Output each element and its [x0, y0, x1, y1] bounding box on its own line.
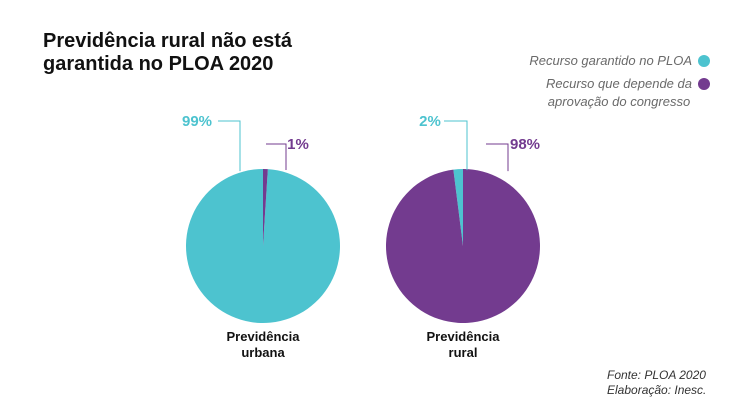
- source-note: Fonte: PLOA 2020 Elaboração: Inesc.: [607, 368, 706, 398]
- pie-2-leader-line-pending: [486, 143, 509, 172]
- pie-1-slice-pending: [263, 169, 268, 246]
- pie-1-slice-guaranteed: [185, 169, 340, 324]
- pie-2-category-label: Previdência rural: [427, 329, 501, 360]
- pie-2-slice-pending: [385, 169, 540, 323]
- chart-title-line-2: garantida no PLOA 2020: [43, 53, 274, 75]
- chart-title-line-1: Previdência rural não está: [43, 30, 293, 52]
- pie-2-data-label-guaranteed: 2%: [419, 113, 441, 130]
- legend-label-pending-line-1: Recurso que depende da: [545, 76, 692, 91]
- legend-label-guaranteed: Recurso garantido no PLOA: [529, 53, 692, 68]
- pie-1-data-label-guaranteed: 99%: [182, 113, 212, 130]
- legend: Recurso garantido no PLOA Recurso que de…: [529, 52, 710, 116]
- pie-1-leader-line-pending: [266, 143, 287, 171]
- pie-chart-2: 2% 98% Previdência rural: [385, 113, 540, 360]
- legend-item-guaranteed: Recurso garantido no PLOA: [529, 52, 710, 70]
- pie-1-category-label: Previdência urbana: [227, 329, 301, 360]
- pie-1-data-label-pending: 1%: [287, 136, 309, 153]
- elaboration-line: Elaboração: Inesc.: [607, 383, 707, 397]
- legend-swatch-pending: [698, 78, 710, 90]
- pie-2-leader-line-guaranteed: [444, 120, 468, 171]
- pie-2-slice-guaranteed: [453, 169, 463, 246]
- pie-1-leader-line-guaranteed: [218, 120, 241, 172]
- pie-2-data-label-pending: 98%: [510, 136, 540, 153]
- legend-item-pending: Recurso que depende da aprovação do cong…: [529, 75, 710, 111]
- legend-label-pending-line-2: aprovação do congresso: [547, 94, 691, 109]
- chart-title: Previdência rural não está garantida no …: [43, 30, 292, 76]
- source-line: Fonte: PLOA 2020: [607, 368, 706, 382]
- legend-swatch-guaranteed: [698, 55, 710, 67]
- pie-chart-1: 99% 1% Previdência urbana: [182, 113, 340, 360]
